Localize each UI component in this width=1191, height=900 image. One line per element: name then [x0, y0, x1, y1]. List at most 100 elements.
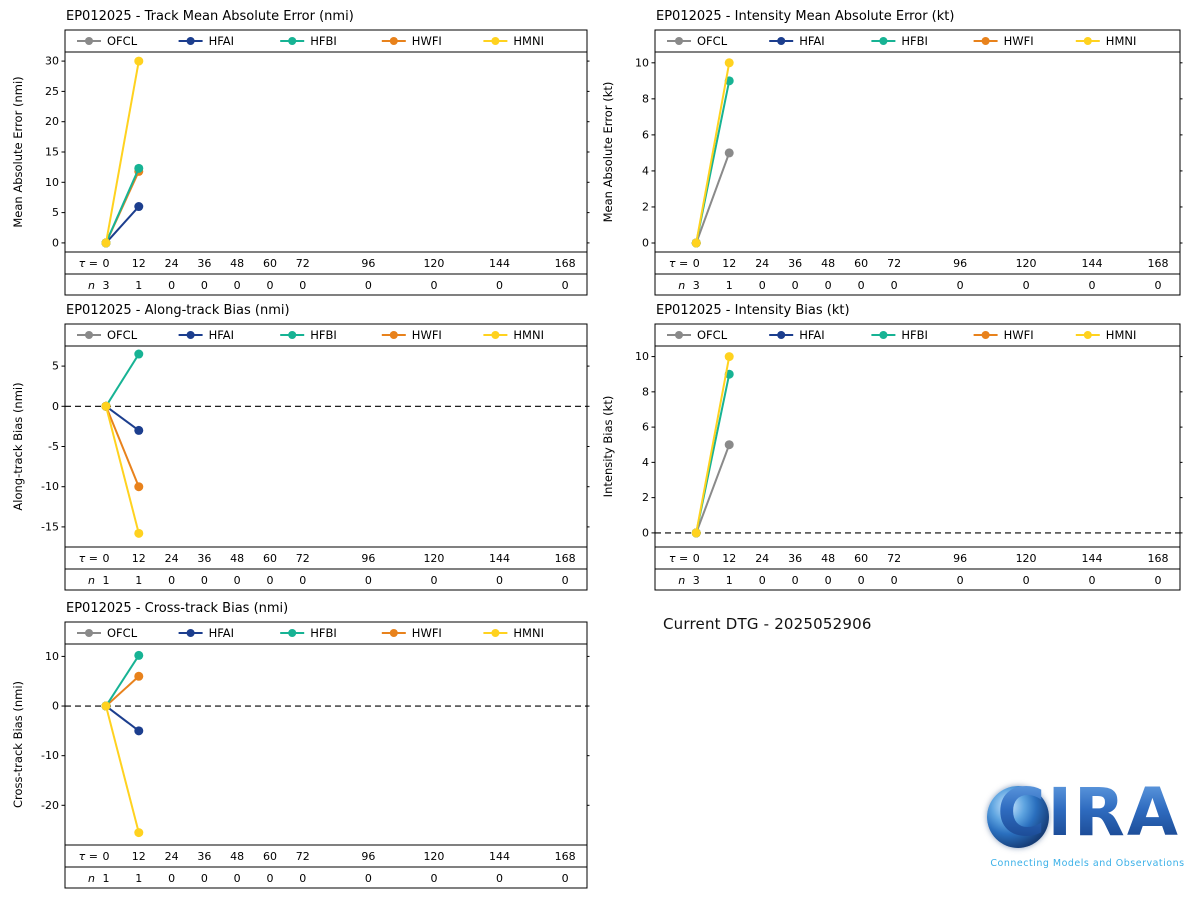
svg-text:15: 15	[45, 146, 59, 159]
svg-text:48: 48	[821, 257, 835, 270]
svg-text:0: 0	[266, 279, 273, 292]
svg-text:24: 24	[165, 257, 179, 270]
svg-text:0: 0	[496, 574, 503, 587]
svg-text:96: 96	[953, 257, 967, 270]
axes	[64, 323, 588, 548]
legend-item-ofcl: OFCL	[667, 328, 728, 342]
legend-item-hfbi: HFBI	[871, 34, 928, 48]
svg-text:168: 168	[555, 850, 576, 863]
svg-text:0: 0	[52, 700, 59, 713]
svg-text:0: 0	[430, 574, 437, 587]
svg-text:0: 0	[201, 872, 208, 885]
intensity-bias-chart: EP012025 - Intensity Bias (kt) 0 2 4 6 8 10 Int…	[598, 298, 1183, 591]
svg-text:HMNI: HMNI	[1106, 34, 1137, 48]
legend-item-hfbi: HFBI	[871, 328, 928, 342]
svg-text:OFCL: OFCL	[697, 328, 728, 342]
svg-text:120: 120	[423, 257, 444, 270]
svg-text:0: 0	[562, 574, 569, 587]
svg-text:OFCL: OFCL	[107, 34, 138, 48]
svg-text:2: 2	[642, 491, 649, 504]
svg-text:0: 0	[693, 257, 700, 270]
svg-text:96: 96	[361, 552, 375, 565]
y-axis-label: Intensity Bias (kt)	[601, 396, 615, 498]
svg-text:10: 10	[635, 56, 649, 69]
svg-text:0: 0	[825, 574, 832, 587]
svg-text:20: 20	[45, 115, 59, 128]
svg-text:60: 60	[854, 552, 868, 565]
legend-item-hwfi: HWFI	[381, 328, 442, 342]
svg-text:HWFI: HWFI	[1004, 34, 1034, 48]
svg-text:HFBI: HFBI	[901, 328, 928, 342]
svg-text:0: 0	[102, 850, 109, 863]
svg-text:3: 3	[693, 574, 700, 587]
svg-text:0: 0	[1023, 279, 1030, 292]
svg-text:1: 1	[135, 574, 142, 587]
legend-item-ofcl: OFCL	[77, 626, 138, 640]
intensity-mae-plot: EP012025 - Intensity Mean Absolute Error…	[601, 9, 1183, 296]
svg-text:HMNI: HMNI	[1106, 328, 1137, 342]
chart-title: EP012025 - Intensity Bias (kt)	[656, 303, 850, 318]
legend-item-hfai: HFAI	[769, 328, 825, 342]
legend-item-hfai: HFAI	[178, 328, 234, 342]
svg-text:0: 0	[759, 574, 766, 587]
y-axis-label: Mean Absolute Error (kt)	[601, 82, 615, 223]
svg-text:0: 0	[430, 872, 437, 885]
svg-text:25: 25	[45, 85, 59, 98]
svg-text:HFBI: HFBI	[310, 328, 337, 342]
y-axis-label: Mean Absolute Error (nmi)	[11, 76, 25, 227]
svg-text:8: 8	[642, 92, 649, 105]
axes	[64, 621, 588, 846]
svg-text:0: 0	[496, 872, 503, 885]
svg-text:48: 48	[821, 552, 835, 565]
svg-text:4: 4	[642, 456, 649, 469]
along-track-bias-plot: EP012025 - Along-track Bias (nmi)-15-10-…	[11, 303, 590, 591]
svg-text:0: 0	[642, 236, 649, 249]
svg-text:0: 0	[168, 872, 175, 885]
svg-text:0: 0	[562, 279, 569, 292]
svg-text:0: 0	[957, 574, 964, 587]
cira-globe-icon	[987, 786, 1049, 848]
legend-item-hfai: HFAI	[178, 34, 234, 48]
svg-text:168: 168	[1148, 552, 1169, 565]
svg-text:0: 0	[52, 400, 59, 413]
legend-item-ofcl: OFCL	[667, 34, 728, 48]
svg-text:0: 0	[102, 257, 109, 270]
tau-row-label: τ =	[669, 257, 688, 270]
svg-text:48: 48	[230, 850, 244, 863]
series-hmni	[101, 56, 144, 248]
svg-text:2: 2	[642, 200, 649, 213]
tau-row-label: τ =	[79, 257, 98, 270]
svg-text:24: 24	[755, 257, 769, 270]
axes	[64, 29, 588, 253]
svg-text:0: 0	[1023, 574, 1030, 587]
svg-text:168: 168	[555, 552, 576, 565]
svg-text:-5: -5	[48, 440, 59, 453]
svg-text:48: 48	[230, 552, 244, 565]
svg-text:60: 60	[854, 257, 868, 270]
svg-text:0: 0	[365, 872, 372, 885]
n-row-label: n	[88, 574, 95, 587]
svg-text:4: 4	[642, 164, 649, 177]
cira-logo-row: CIRA	[985, 774, 1190, 856]
legend-item-hmni: HMNI	[483, 34, 544, 48]
svg-text:0: 0	[693, 552, 700, 565]
svg-text:120: 120	[423, 552, 444, 565]
svg-text:0: 0	[1089, 279, 1096, 292]
svg-text:0: 0	[642, 526, 649, 539]
svg-text:120: 120	[1016, 257, 1037, 270]
cira-tagline: Connecting Models and Observations	[990, 858, 1185, 869]
svg-text:HWFI: HWFI	[412, 34, 442, 48]
svg-text:144: 144	[1082, 257, 1103, 270]
legend: OFCL HFAI HFBI HWFI HMNI	[77, 626, 544, 640]
intensity-mae-chart: EP012025 - Intensity Mean Absolute Error…	[598, 4, 1183, 296]
svg-text:72: 72	[296, 552, 310, 565]
svg-text:0: 0	[1089, 574, 1096, 587]
legend: OFCL HFAI HFBI HWFI HMNI	[667, 328, 1136, 342]
svg-text:48: 48	[230, 257, 244, 270]
svg-text:144: 144	[489, 257, 510, 270]
svg-text:HFAI: HFAI	[799, 328, 824, 342]
svg-text:OFCL: OFCL	[107, 328, 138, 342]
svg-text:12: 12	[722, 257, 736, 270]
n-row-label: n	[678, 574, 685, 587]
